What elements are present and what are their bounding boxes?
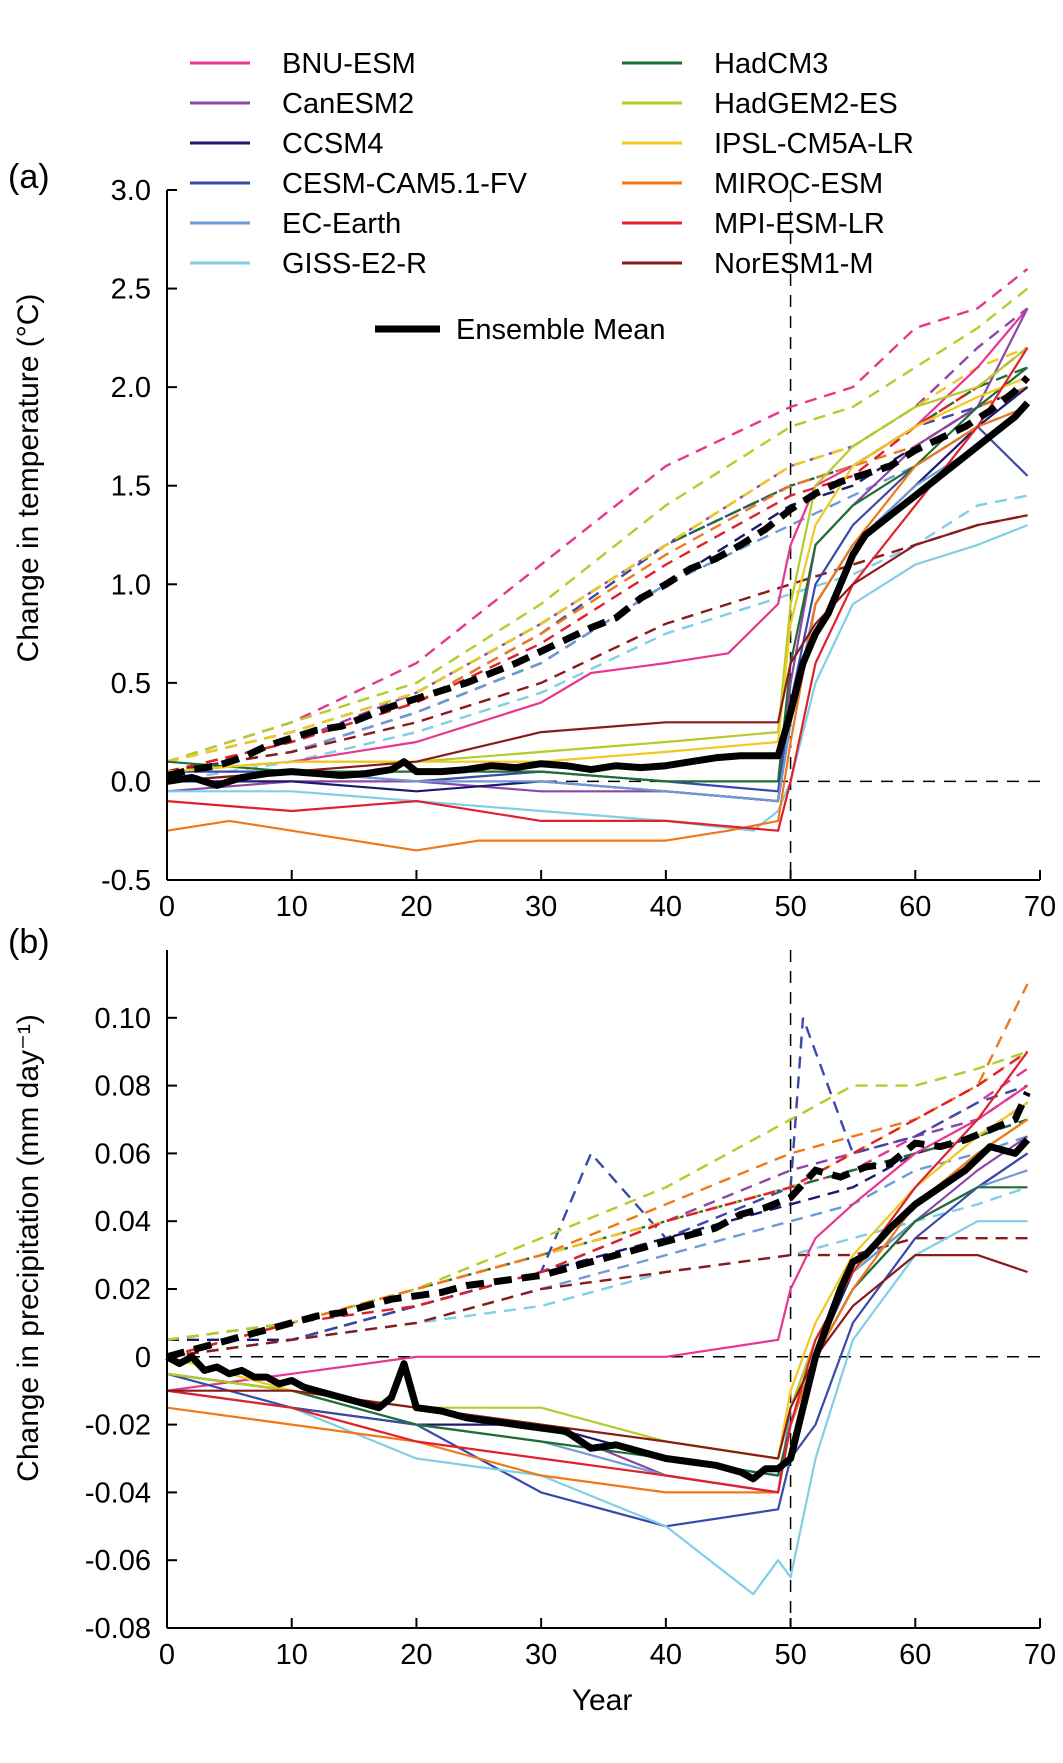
dashed-line-cesm-cam5.1-fv	[166, 385, 1028, 773]
dashed-line-giss-e2-r	[166, 494, 1028, 783]
dashed-line-hadgem2-es	[166, 287, 1029, 763]
dashed-line-bnu-esm	[166, 267, 1029, 763]
x-tick-label: 30	[525, 891, 557, 923]
dashed-line-cesm-cam5.1-fv	[166, 1017, 1028, 1358]
ensemble-mean-dashed-line	[166, 1090, 1031, 1361]
solid-line-noresm1-m	[167, 1253, 1028, 1460]
y-tick-label: 1.0	[111, 569, 151, 601]
solid-line-cesm-cam5.1-fv	[166, 1152, 1029, 1528]
panel-a-reference-lines	[167, 190, 1040, 880]
ensemble-mean-solid-line	[166, 400, 1031, 789]
panel-a-y-axis-title: Change in temperature (°C)	[12, 294, 45, 663]
dashed-line-ccsm4	[166, 385, 1028, 773]
ensemble-mean-dashed-line	[166, 374, 1031, 779]
y-tick-label: 1.5	[111, 471, 151, 503]
dashed-line-ipsl-cm5a-lr	[166, 346, 1028, 763]
x-tick-label: 40	[650, 891, 682, 923]
x-tick-label: 20	[400, 1639, 432, 1671]
y-tick-label: 0.5	[111, 668, 151, 700]
panel-a-solid-series	[166, 307, 1029, 852]
legend-label-mpi-esm-lr: MPI-ESM-LR	[714, 208, 885, 240]
y-tick-label: -0.06	[85, 1545, 151, 1577]
panel-a-temperature: (a) -0.5 0.0 0.5 1.0 1.5 2.0 2.5 3.0 0 10 20 30 40 50…	[8, 158, 1056, 923]
dashed-line-mpi-esm-lr	[166, 346, 1029, 773]
solid-line-mpi-esm-lr	[166, 1051, 1029, 1494]
y-tick-label: 0.04	[95, 1206, 151, 1238]
legend-label-canesm2: CanESM2	[282, 88, 414, 120]
solid-line-ec-earth	[166, 406, 1029, 803]
x-tick-label: 40	[650, 1639, 682, 1671]
solid-line-ipsl-cm5a-lr	[166, 376, 1028, 773]
dashed-line-ec-earth	[166, 1135, 1028, 1358]
panel-a-letter: (a)	[8, 158, 50, 196]
x-tick-label: 10	[276, 891, 308, 923]
dashed-line-noresm1-m	[166, 514, 1028, 773]
y-tick-label: 3.0	[111, 175, 151, 207]
legend-label-miroc-esm: MIROC-ESM	[714, 168, 883, 200]
panel-b-axes: -0.08 -0.06 -0.04 -0.02 0 0.02 0.04 0.06 0.08 0.1…	[85, 950, 1056, 1671]
panel-b-solid-series	[166, 1051, 1029, 1596]
y-tick-label: 2.0	[111, 372, 151, 404]
panel-b-x-axis-title: Year	[572, 1684, 633, 1717]
y-tick-label: 0.08	[95, 1071, 151, 1103]
dashed-line-miroc-esm	[166, 983, 1029, 1358]
x-tick-label: 0	[159, 891, 175, 923]
legend-label-ensemble-mean: Ensemble Mean	[456, 314, 666, 346]
dashed-line-giss-e2-r	[166, 1186, 1028, 1358]
solid-line-ccsm4	[166, 1152, 1029, 1477]
x-tick-label: 10	[276, 1639, 308, 1671]
y-tick-label: 0.10	[95, 1003, 151, 1035]
x-tick-label: 70	[1024, 891, 1056, 923]
legend-label-noresm1-m: NorESM1-M	[714, 248, 874, 280]
y-tick-label: 2.5	[111, 274, 151, 306]
panel-a-ensemble	[166, 374, 1031, 789]
x-tick-label: 50	[774, 891, 806, 923]
legend-label-bnu-esm: BNU-ESM	[282, 48, 416, 80]
solid-line-miroc-esm	[166, 405, 1028, 852]
y-tick-label: -0.04	[85, 1477, 151, 1509]
x-tick-label: 50	[774, 1639, 806, 1671]
dashed-line-hadgem2-es	[166, 1050, 1028, 1341]
legend-label-cesm-cam5.1-fv: CESM-CAM5.1-FV	[282, 168, 528, 200]
panel-b-dashed-series	[166, 983, 1029, 1358]
dashed-line-mpi-esm-lr	[166, 1050, 1029, 1358]
x-tick-label: 60	[899, 891, 931, 923]
legend-label-ipsl-cm5a-lr: IPSL-CM5A-LR	[714, 128, 914, 160]
ensemble-mean-solid-line	[165, 1137, 1031, 1483]
x-tick-label: 30	[525, 1639, 557, 1671]
y-tick-label: 0.02	[95, 1274, 151, 1306]
legend: BNU-ESM CanESM2 CCSM4 CESM-CAM5.1-FV EC-Eart…	[190, 48, 914, 346]
panel-a-axes: -0.5 0.0 0.5 1.0 1.5 2.0 2.5 3.0 0 10 20 30 40 50 60 70	[101, 175, 1056, 923]
y-tick-label: -0.08	[85, 1613, 151, 1645]
dashed-line-hadcm3	[166, 366, 1028, 763]
x-tick-label: 70	[1024, 1639, 1056, 1671]
y-tick-label: 0	[135, 1342, 151, 1374]
dashed-line-canesm2	[166, 307, 1029, 773]
panel-b-ensemble	[165, 1090, 1031, 1483]
legend-label-hadcm3: HadCM3	[714, 48, 828, 80]
panel-b-letter: (b)	[8, 923, 50, 961]
solid-line-hadcm3	[166, 1186, 1028, 1477]
dashed-line-miroc-esm	[166, 385, 1028, 773]
solid-line-miroc-esm	[166, 1118, 1029, 1494]
x-tick-label: 60	[899, 1639, 931, 1671]
panel-b-precipitation: (b) -0.08 -0.06 -0.04 -0.02 0 0.02 0.04 0.06 0.0…	[8, 923, 1056, 1717]
solid-line-noresm1-m	[166, 514, 1028, 783]
y-tick-label: 0.0	[111, 766, 151, 798]
panel-b-y-axis-title: Change in precipitation (mm day⁻¹)	[12, 1014, 45, 1482]
y-tick-label: -0.02	[85, 1410, 151, 1442]
solid-line-bnu-esm	[166, 1084, 1029, 1392]
legend-label-ccsm4: CCSM4	[282, 128, 384, 160]
dashed-line-bnu-esm	[166, 1067, 1029, 1358]
y-tick-label: -0.5	[101, 865, 151, 897]
legend-label-hadgem2-es: HadGEM2-ES	[714, 88, 898, 120]
legend-label-giss-e2-r: GISS-E2-R	[282, 248, 427, 280]
x-tick-label: 0	[159, 1639, 175, 1671]
x-tick-label: 20	[400, 891, 432, 923]
solid-line-mpi-esm-lr	[166, 347, 1029, 832]
legend-label-ec-earth: EC-Earth	[282, 208, 401, 240]
solid-line-bnu-esm	[166, 307, 1029, 773]
y-tick-label: 0.06	[95, 1138, 151, 1170]
